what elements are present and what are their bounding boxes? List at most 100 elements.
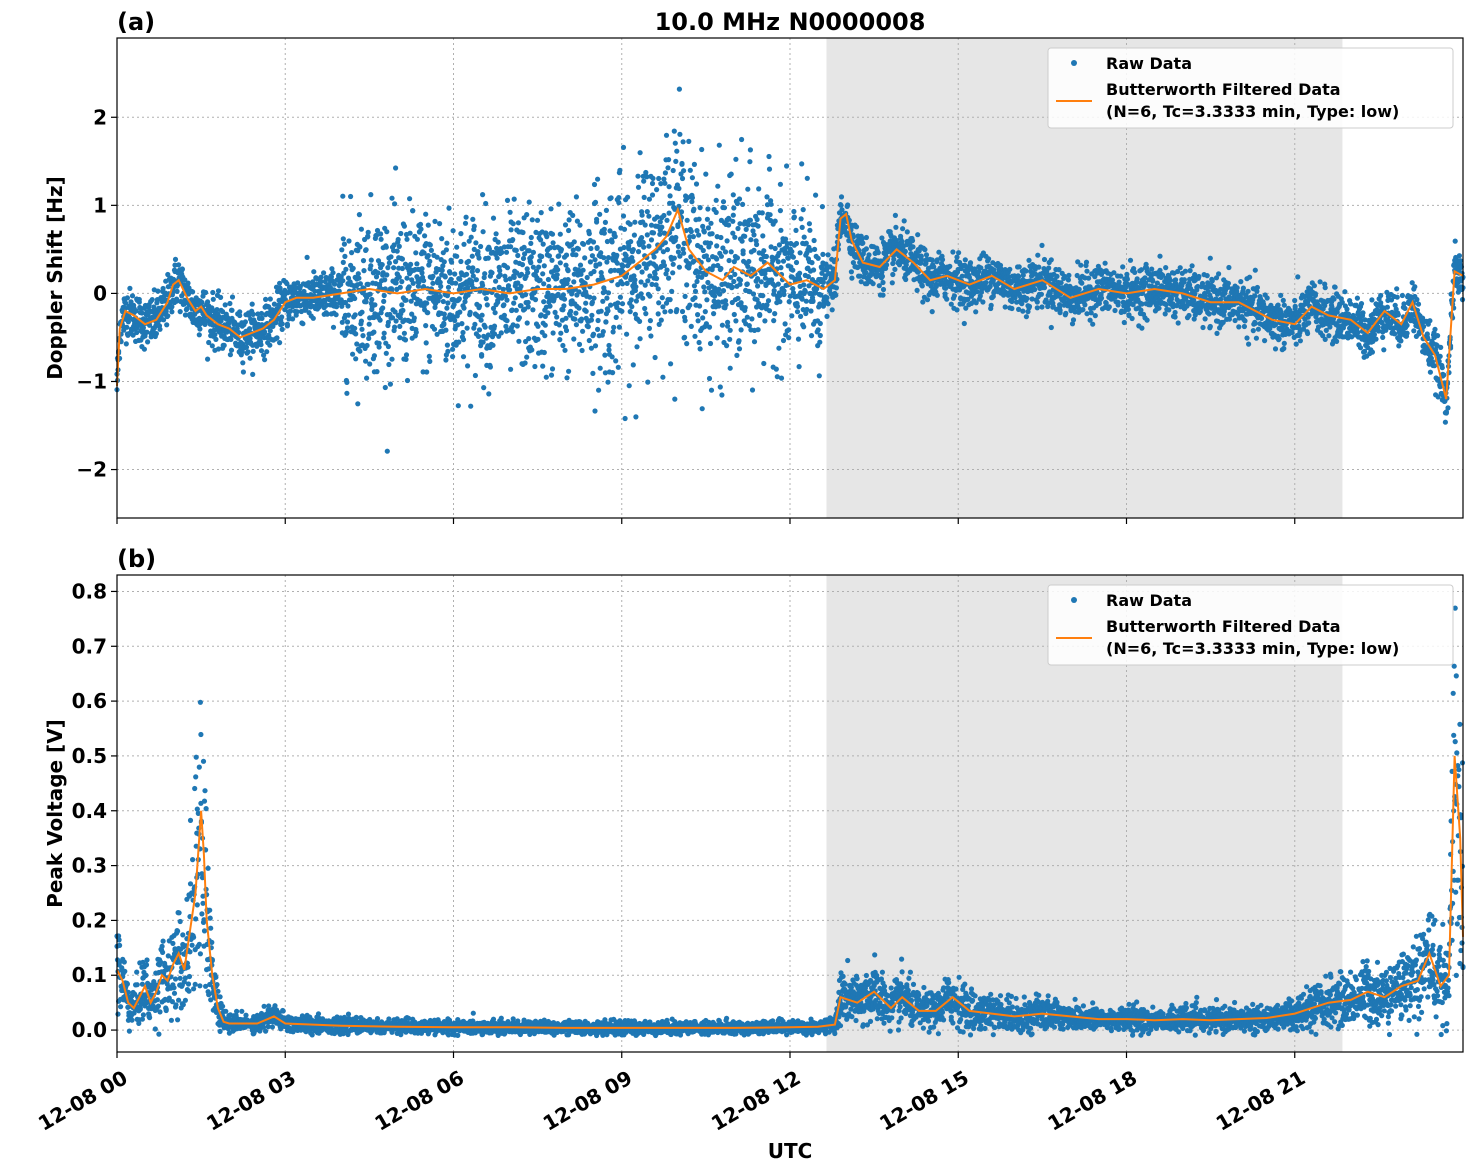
a-raw-point bbox=[637, 318, 643, 324]
a-raw-point bbox=[718, 253, 725, 259]
a-raw-point bbox=[513, 247, 519, 253]
a-raw-point bbox=[609, 239, 615, 245]
a-raw-point bbox=[460, 337, 467, 343]
a-raw-point bbox=[430, 280, 436, 286]
a-raw-point bbox=[464, 271, 470, 277]
a-raw-point bbox=[491, 323, 498, 329]
a-raw-point bbox=[423, 211, 429, 217]
a-raw-point bbox=[699, 406, 705, 412]
a-raw-point bbox=[452, 317, 458, 324]
a-raw-point bbox=[634, 344, 640, 350]
a-raw-point bbox=[130, 332, 136, 338]
a-raw-point bbox=[468, 403, 474, 409]
a-raw-point bbox=[988, 302, 994, 308]
a-raw-point bbox=[570, 212, 576, 218]
a-raw-point bbox=[773, 366, 779, 372]
a-raw-point bbox=[472, 321, 478, 327]
a-raw-point bbox=[1332, 284, 1338, 290]
a-raw-point bbox=[226, 320, 232, 326]
a-raw-point bbox=[262, 329, 268, 335]
a-raw-point bbox=[261, 352, 267, 358]
a-raw-point bbox=[731, 205, 737, 211]
a-raw-point bbox=[691, 206, 697, 212]
a-raw-point bbox=[681, 250, 687, 256]
a-raw-point bbox=[267, 296, 273, 302]
a-raw-point bbox=[918, 253, 924, 259]
a-raw-point bbox=[664, 217, 670, 223]
a-raw-point bbox=[615, 364, 621, 370]
a-raw-point bbox=[396, 274, 402, 280]
a-raw-point bbox=[259, 315, 265, 321]
a-raw-point bbox=[479, 352, 485, 358]
a-raw-point bbox=[445, 348, 451, 354]
a-raw-point bbox=[239, 349, 245, 355]
a-raw-point bbox=[441, 320, 447, 326]
a-raw-point bbox=[344, 379, 350, 385]
a-raw-point bbox=[423, 323, 429, 329]
a-raw-point bbox=[367, 291, 373, 297]
a-raw-point bbox=[1121, 319, 1127, 326]
a-raw-point bbox=[1281, 340, 1287, 346]
a-raw-point bbox=[630, 247, 636, 253]
a-raw-point bbox=[237, 312, 243, 319]
a-raw-point bbox=[893, 224, 899, 230]
a-raw-point bbox=[810, 298, 816, 304]
a-raw-point bbox=[880, 286, 887, 293]
a-raw-point bbox=[541, 263, 547, 269]
a-raw-point bbox=[480, 282, 486, 288]
a-raw-point bbox=[394, 248, 400, 254]
a-raw-point bbox=[597, 261, 603, 267]
a-raw-point bbox=[640, 295, 646, 301]
a-raw-point bbox=[648, 237, 655, 243]
a-raw-point bbox=[497, 272, 503, 278]
a-raw-point bbox=[675, 243, 682, 249]
a-raw-point bbox=[507, 287, 513, 293]
a-raw-point bbox=[800, 207, 806, 213]
a-raw-point bbox=[228, 336, 234, 342]
a-raw-point bbox=[428, 247, 434, 253]
a-raw-point bbox=[330, 270, 336, 276]
a-raw-point bbox=[723, 302, 729, 308]
a-raw-point bbox=[376, 340, 382, 346]
a-raw-point bbox=[671, 128, 677, 134]
a-raw-point bbox=[815, 327, 821, 333]
a-raw-point bbox=[695, 318, 701, 324]
a-raw-point bbox=[973, 309, 979, 315]
a-raw-point bbox=[746, 258, 752, 265]
a-raw-point bbox=[702, 309, 708, 315]
a-raw-point bbox=[221, 342, 227, 348]
a-raw-point bbox=[441, 311, 447, 317]
a-raw-point bbox=[160, 285, 166, 292]
a-raw-point bbox=[951, 293, 958, 299]
a-raw-point bbox=[597, 211, 603, 217]
a-raw-point bbox=[371, 329, 377, 335]
a-raw-point bbox=[536, 264, 542, 270]
a-raw-point bbox=[355, 401, 361, 407]
a-raw-point bbox=[522, 360, 528, 366]
a-raw-point bbox=[417, 221, 424, 227]
a-raw-point bbox=[277, 340, 283, 346]
a-raw-point bbox=[676, 185, 682, 192]
a-raw-point bbox=[453, 280, 459, 286]
a-raw-point bbox=[424, 369, 430, 375]
a-raw-point bbox=[718, 234, 724, 241]
a-raw-point bbox=[456, 296, 462, 302]
a-raw-point bbox=[766, 166, 773, 172]
a-raw-point bbox=[446, 205, 452, 211]
a-raw-point bbox=[399, 279, 405, 285]
a-raw-point bbox=[535, 336, 541, 342]
a-raw-point bbox=[679, 175, 686, 182]
a-raw-point bbox=[806, 221, 813, 227]
a-raw-point bbox=[485, 255, 491, 261]
a-raw-point bbox=[630, 258, 636, 264]
a-raw-point bbox=[450, 228, 456, 234]
a-raw-point bbox=[1076, 286, 1082, 292]
a-raw-point bbox=[215, 288, 222, 294]
a-raw-point bbox=[516, 338, 522, 344]
a-raw-point bbox=[914, 287, 920, 293]
a-raw-point bbox=[311, 269, 317, 275]
a-raw-point bbox=[600, 329, 606, 335]
a-raw-point bbox=[458, 231, 464, 237]
a-raw-point bbox=[630, 362, 636, 368]
a-raw-point bbox=[440, 298, 446, 305]
